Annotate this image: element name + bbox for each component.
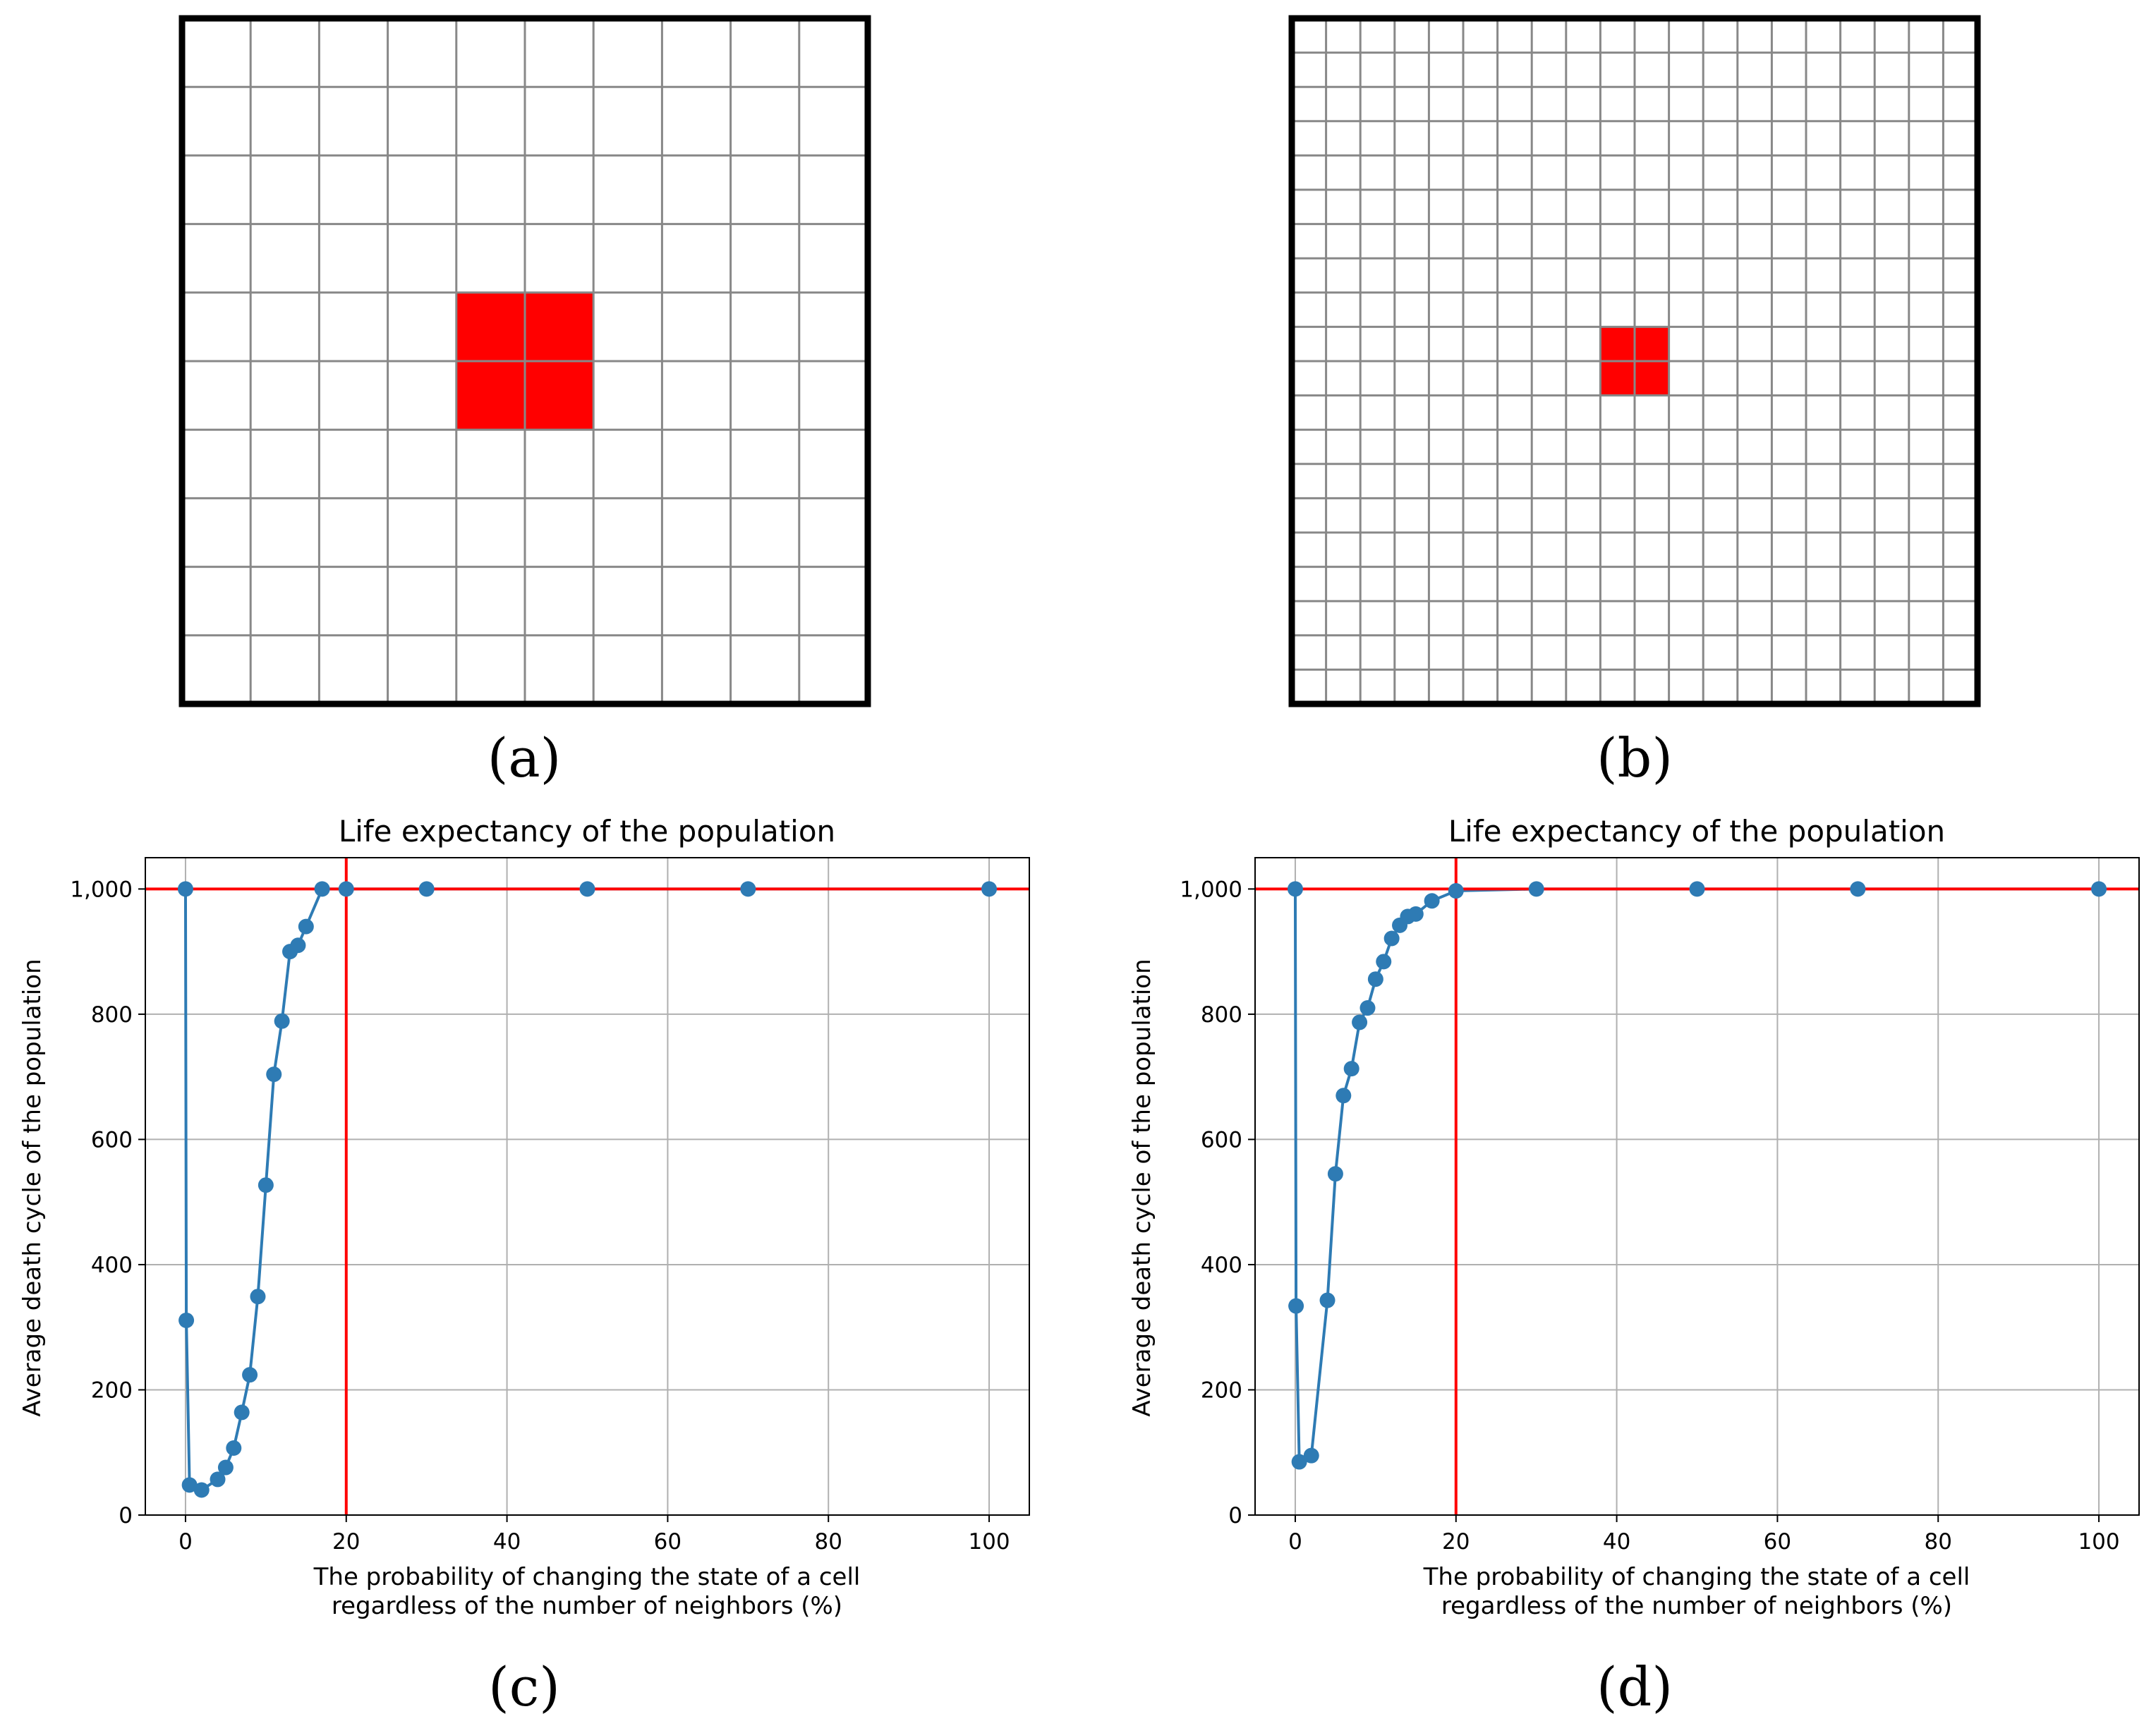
plot-frame	[145, 857, 1030, 1516]
y-tick-label: 400	[91, 1253, 133, 1278]
data-point	[1291, 1454, 1307, 1470]
panel-label-d: (d)	[1597, 1655, 1673, 1718]
data-point	[178, 1312, 195, 1328]
x-tick-label: 60	[654, 1529, 682, 1555]
live-cell	[1600, 361, 1635, 396]
data-point	[1407, 906, 1424, 922]
data-point	[242, 1367, 258, 1383]
live-cell	[456, 361, 525, 430]
data-point	[1288, 1298, 1304, 1314]
x-tick-label: 80	[1925, 1529, 1952, 1555]
live-cell	[1635, 327, 1669, 361]
x-tick-label: 0	[1288, 1529, 1302, 1555]
data-point	[740, 881, 756, 897]
data-point	[181, 1477, 198, 1493]
live-cell	[525, 292, 594, 361]
chart-panel-d: Life expectancy of the population The pr…	[1128, 814, 2140, 1620]
lattice-panel-a	[178, 15, 871, 707]
y-tick-label: 400	[1201, 1253, 1242, 1278]
data-point	[1319, 1292, 1336, 1308]
data-point	[234, 1404, 250, 1421]
y-tick-label: 0	[1228, 1503, 1242, 1528]
plot-frame	[1254, 857, 2140, 1516]
data-point	[1528, 881, 1544, 897]
y-tick-label: 800	[91, 1002, 133, 1028]
x-tick-label: 40	[1603, 1529, 1630, 1555]
data-point	[1689, 881, 1705, 897]
data-point	[314, 881, 330, 897]
live-cell	[525, 361, 594, 430]
y-tick-label: 1,000	[1180, 877, 1242, 902]
data-point	[1448, 883, 1464, 899]
data-point	[266, 1066, 282, 1083]
data-point	[210, 1471, 226, 1488]
data-point	[1359, 1000, 1376, 1016]
x-axis-label-line-2: regardless of the number of neighbors (%…	[1441, 1592, 1952, 1620]
data-point	[274, 1013, 290, 1029]
panel-label-b: (b)	[1597, 726, 1673, 789]
y-axis-label: Average death cycle of the population	[18, 959, 47, 1416]
live-cell	[456, 292, 525, 361]
y-tick-label: 1,000	[70, 877, 133, 902]
lattice-border	[1288, 15, 1981, 707]
x-axis-label-line-1: The probability of changing the state of…	[1423, 1563, 1970, 1591]
data-point	[338, 881, 354, 897]
data-point	[579, 881, 595, 897]
y-tick-label: 600	[91, 1127, 133, 1153]
data-point	[1303, 1447, 1319, 1464]
live-cell	[1635, 361, 1669, 396]
data-point	[1424, 893, 1440, 909]
y-tick-label: 200	[1201, 1378, 1242, 1403]
x-tick-label: 100	[968, 1529, 1010, 1555]
panel-label-c: (c)	[488, 1655, 560, 1718]
y-axis-label: Average death cycle of the population	[1128, 959, 1156, 1416]
data-point	[290, 937, 306, 954]
x-tick-label: 20	[1442, 1529, 1470, 1555]
x-tick-label: 40	[493, 1529, 521, 1555]
y-tick-label: 600	[1201, 1127, 1242, 1153]
lattice-border	[178, 15, 871, 707]
data-point	[2091, 881, 2107, 897]
data-point	[226, 1440, 242, 1457]
data-point	[193, 1482, 210, 1498]
data-point	[1343, 1061, 1359, 1077]
data-point	[1327, 1166, 1343, 1182]
x-axis-label-line-1: The probability of changing the state of…	[313, 1563, 861, 1591]
chart-title: Life expectancy of the population	[1448, 814, 1945, 849]
data-point	[1336, 1088, 1352, 1104]
panel-label-a: (a)	[487, 726, 562, 789]
y-tick-label: 800	[1201, 1002, 1242, 1028]
data-point	[177, 881, 193, 897]
x-axis-label-line-2: regardless of the number of neighbors (%…	[332, 1592, 842, 1620]
live-cell	[1600, 327, 1635, 361]
x-tick-label: 60	[1764, 1529, 1791, 1555]
data-point	[1850, 881, 1866, 897]
data-point	[1367, 971, 1383, 987]
chart-panel-c: Life expectancy of the population The pr…	[18, 814, 1030, 1620]
data-point	[1383, 930, 1400, 947]
series-line	[183, 887, 990, 1492]
data-point	[1287, 881, 1303, 897]
chart-title: Life expectancy of the population	[339, 814, 835, 849]
y-tick-label: 0	[119, 1503, 133, 1528]
data-point	[418, 881, 435, 897]
series-line	[1293, 887, 2100, 1464]
data-point	[217, 1459, 234, 1476]
y-tick-label: 200	[91, 1378, 133, 1403]
data-point	[1352, 1014, 1368, 1030]
data-point	[258, 1177, 274, 1193]
data-point	[250, 1289, 266, 1305]
x-tick-label: 80	[815, 1529, 842, 1555]
data-point	[981, 881, 998, 897]
x-tick-label: 0	[178, 1529, 193, 1555]
data-point	[1376, 954, 1392, 970]
data-point	[298, 918, 314, 935]
lattice-panel-b	[1288, 15, 1981, 707]
x-tick-label: 100	[2078, 1529, 2119, 1555]
x-tick-label: 20	[332, 1529, 360, 1555]
